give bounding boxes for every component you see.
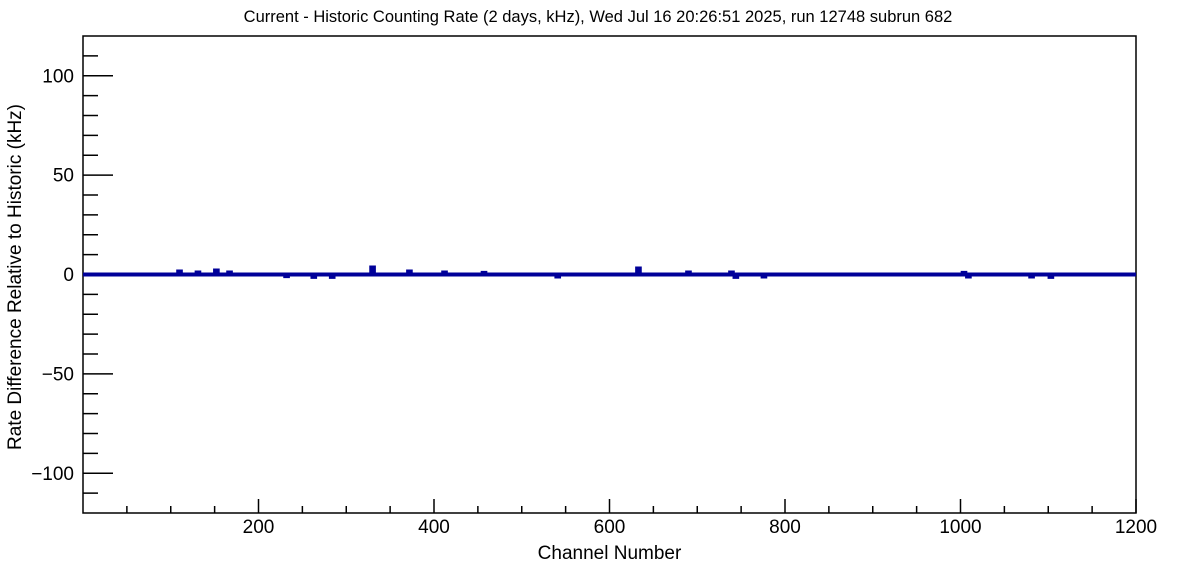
data-line [83,265,1136,279]
y-tick-label: 0 [63,265,74,286]
y-tick-label: 50 [53,166,74,187]
x-axis-title: Channel Number [537,543,682,564]
y-tick-label: −50 [42,364,74,385]
x-tick-label: 800 [769,517,801,538]
chart-title: Current - Historic Counting Rate (2 days… [243,8,953,26]
x-tick-label: 200 [243,517,275,538]
y-tick-label: −100 [31,464,74,485]
x-tick-label: 600 [594,517,626,538]
x-tick-label: 400 [418,517,450,538]
x-tick-label: 1200 [1115,517,1157,538]
y-tick-label: 100 [42,66,74,87]
x-tick-label: 1000 [939,517,981,538]
